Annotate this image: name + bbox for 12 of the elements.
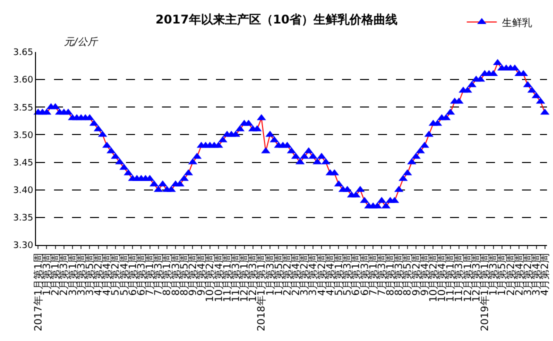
y-tick-label: 3.55: [13, 103, 34, 114]
legend-label: 生鲜乳: [502, 16, 532, 29]
y-tick-label: 3.40: [13, 186, 34, 196]
y-tick-label: 3.45: [13, 158, 34, 168]
x-tick-label: 4月第2周: [539, 253, 552, 296]
y-tick-label: 3.65: [13, 48, 34, 58]
y-tick-label: 3.35: [13, 214, 34, 224]
y-axis-title: 元/公斤: [64, 36, 98, 48]
y-tick-label: 3.30: [13, 241, 34, 252]
chart-title: 2017年以来主产区（10省）生鲜乳价格曲线: [155, 12, 398, 27]
y-tick-label: 3.60: [13, 76, 34, 86]
y-tick-label: 3.50: [13, 130, 34, 141]
